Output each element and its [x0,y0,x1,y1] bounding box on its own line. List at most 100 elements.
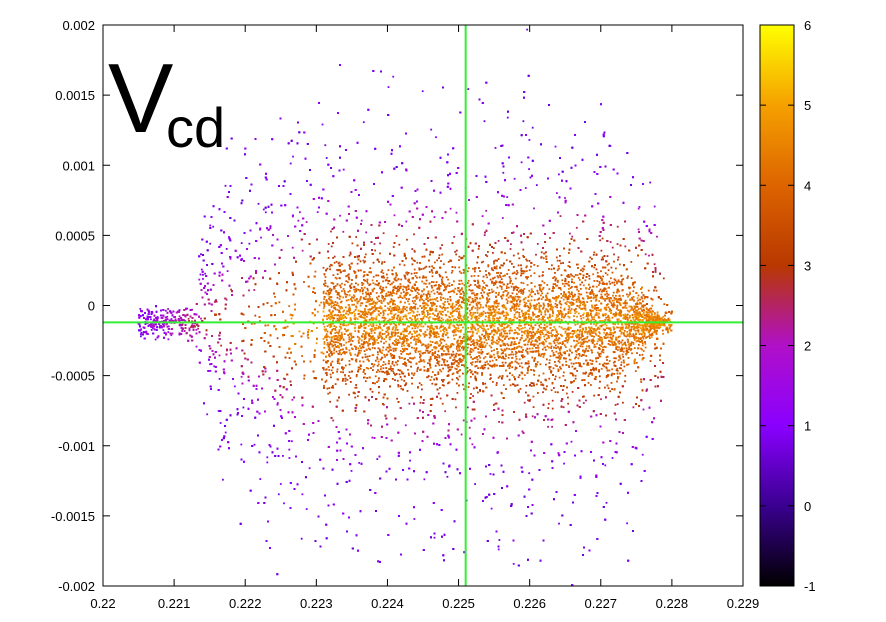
scatter-point [240,375,243,378]
scatter-point [526,259,528,262]
scatter-point [150,329,153,331]
scatter-point [433,216,436,218]
scatter-point [412,259,415,262]
scatter-point [469,437,471,440]
scatter-point [622,401,624,404]
scatter-point [301,355,303,357]
scatter-point [492,404,495,406]
scatter-point [253,443,256,446]
scatter-point [662,277,665,280]
scatter-point [334,285,337,287]
scatter-point [240,443,243,446]
scatter-point [367,343,370,346]
scatter-point [490,507,493,510]
scatter-point [559,255,561,257]
scatter-point [224,431,227,434]
scatter-point [489,473,492,475]
scatter-point [549,237,551,239]
scatter-point [329,400,332,403]
scatter-point [494,147,497,149]
scatter-point [653,263,656,266]
scatter-point [291,440,293,443]
scatter-point [248,289,250,292]
scatter-point [198,278,201,281]
scatter-point [435,136,437,139]
scatter-point [563,462,565,465]
scatter-point [332,419,335,422]
scatter-point [202,273,204,276]
scatter-point [528,168,530,170]
density-scatter [137,28,673,586]
scatter-point [140,335,142,338]
scatter-point [197,327,199,330]
scatter-point [512,563,515,565]
scatter-point [616,403,619,405]
scatter-point [371,279,374,282]
scatter-point [516,271,519,274]
scatter-point [325,157,328,159]
scatter-point [446,475,449,478]
scatter-point [547,402,550,405]
scatter-point [184,320,187,322]
scatter-point [276,337,279,340]
scatter-point [531,126,534,129]
scatter-point [492,290,495,293]
scatter-point [654,269,657,271]
scatter-point [274,295,276,298]
scatter-point [218,378,221,380]
scatter-point [483,120,486,123]
scatter-point [224,184,227,187]
scatter-point [611,246,614,249]
scatter-point [288,448,291,451]
scatter-point [471,443,474,446]
scatter-point [655,289,658,292]
scatter-point [225,298,228,301]
scatter-point [288,457,291,459]
scatter-point [253,289,256,291]
scatter-point [218,354,221,357]
scatter-point [649,181,652,184]
scatter-point [430,128,433,131]
scatter-point [316,327,318,329]
scatter-point [199,273,202,276]
scatter-point [219,422,222,424]
scatter-point [305,221,308,223]
scatter-point [433,536,436,539]
scatter-point [306,334,309,337]
scatter-point [547,318,550,321]
scatter-point [636,297,639,299]
scatter-point [669,325,672,328]
scatter-point [649,360,652,362]
scatter-point [260,236,262,239]
scatter-point [451,378,454,381]
scatter-point [642,408,645,411]
scatter-point [262,208,265,211]
scatter-point [288,305,291,307]
scatter-point [288,357,291,359]
scatter-point [209,363,211,366]
scatter-point [209,370,212,372]
scatter-point [454,250,457,253]
scatter-point [502,171,505,174]
scatter-point [466,406,469,409]
scatter-point [316,211,319,213]
scatter-point [608,309,611,311]
scatter-point [358,462,361,464]
scatter-point [528,139,531,141]
scatter-point [404,424,407,427]
scatter-point [533,207,535,210]
scatter-point [318,304,321,307]
scatter-point [460,433,463,436]
scatter-point [167,331,170,333]
scatter-point [522,248,525,251]
scatter-point [558,361,561,364]
scatter-point [284,378,286,380]
scatter-point [259,478,262,480]
scatter-point [139,329,142,332]
scatter-point [298,330,301,333]
scatter-point [166,325,169,328]
scatter-point [299,211,301,214]
scatter-point [568,348,571,351]
scatter-point [583,312,585,315]
